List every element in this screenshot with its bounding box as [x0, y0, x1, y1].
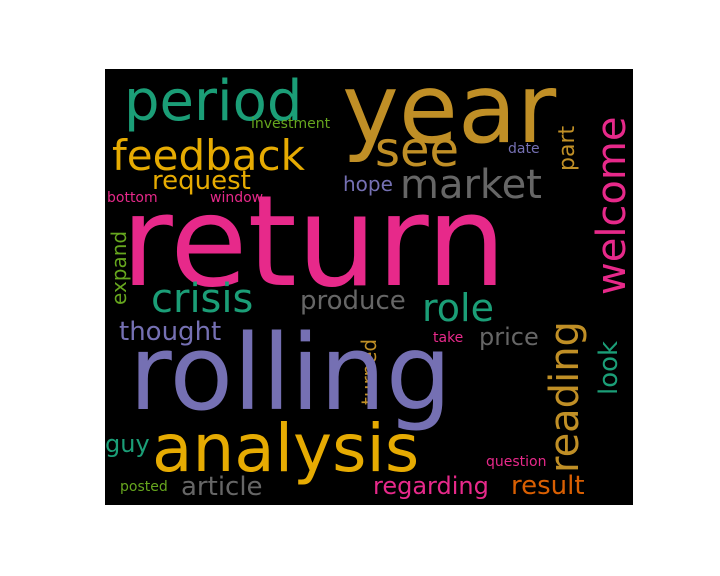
- word-part: part: [555, 125, 580, 171]
- word-bottom: bottom: [107, 190, 158, 206]
- word-market: market: [400, 162, 542, 208]
- word-regarding: regarding: [373, 472, 489, 500]
- word-cloud: year period see feedback investment date…: [105, 69, 633, 505]
- word-welcome: welcome: [589, 116, 633, 295]
- word-question: question: [486, 454, 547, 470]
- word-reading: reading: [542, 321, 588, 473]
- word-role: role: [422, 286, 494, 330]
- word-result: result: [511, 471, 585, 501]
- word-feedback: feedback: [112, 131, 305, 180]
- word-period: period: [124, 69, 303, 134]
- word-thought: thought: [119, 317, 222, 347]
- word-article: article: [181, 472, 263, 502]
- word-window: window: [210, 190, 264, 206]
- word-hope: hope: [343, 172, 393, 196]
- word-guy: guy: [105, 430, 150, 458]
- word-expand: expand: [107, 230, 131, 305]
- word-produce: produce: [300, 286, 406, 316]
- word-price: price: [479, 323, 539, 351]
- word-look: look: [594, 340, 624, 395]
- word-analysis: analysis: [152, 410, 420, 487]
- word-date: date: [508, 141, 540, 157]
- word-investment: investment: [251, 116, 331, 132]
- word-rolling: rolling: [129, 312, 452, 434]
- word-return: return: [121, 168, 507, 315]
- word-posted: posted: [120, 479, 168, 495]
- word-request: request: [152, 166, 251, 196]
- word-take: take: [433, 330, 464, 346]
- word-crisis: crisis: [151, 276, 254, 322]
- word-year: year: [342, 69, 557, 165]
- word-see: see: [375, 122, 460, 178]
